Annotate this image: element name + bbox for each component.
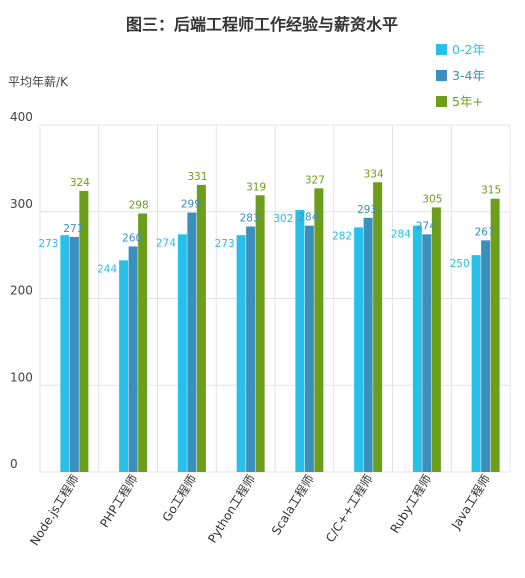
data-label: 283: [240, 212, 260, 224]
grid-lines: [39, 124, 511, 473]
bar: [128, 246, 138, 472]
bar: [354, 227, 364, 472]
data-label: 267: [475, 226, 495, 238]
bar: [373, 182, 383, 472]
bar: [138, 213, 148, 473]
data-label: 315: [481, 185, 501, 197]
y-tick-label: 400: [10, 110, 33, 124]
y-tick-labels: 0 100 200 300 400: [10, 110, 33, 471]
legend: 0-2年 3-4年 5年+: [436, 42, 485, 109]
x-tick-labels: Node.js工程师 PHP工程师 Go工程师 Python工程师 Scala工程师 C/…: [26, 472, 493, 548]
x-tick-label: Java工程师: [447, 472, 493, 533]
bar: [295, 210, 305, 472]
bar: [304, 225, 314, 472]
bar: [60, 235, 70, 472]
bar: [422, 234, 432, 472]
x-tick-label: Ruby工程师: [387, 472, 435, 536]
chart-title: 图三：后端工程师工作经验与薪资水平: [126, 15, 398, 34]
x-tick-label: Node.js工程师: [26, 472, 82, 548]
bar: [431, 207, 441, 472]
bar: [236, 235, 246, 472]
x-tick-label: PHP工程师: [96, 472, 140, 530]
data-label: 284: [391, 229, 411, 241]
x-tick-label: C/C++工程师: [322, 472, 375, 545]
data-label: 273: [215, 238, 235, 250]
data-labels: 273 271 324 244 260 298 274 299 331 273 283 319 302 2…: [38, 168, 501, 275]
bar: [363, 217, 373, 472]
bar: [481, 240, 491, 472]
data-label: 284: [298, 212, 318, 224]
data-label: 271: [63, 223, 83, 235]
bar: [177, 234, 187, 472]
y-tick-label: 200: [10, 284, 33, 298]
x-tick-label: Python工程师: [204, 472, 258, 546]
data-label: 324: [70, 177, 90, 189]
legend-label: 5年+: [452, 94, 483, 109]
bar: [187, 212, 197, 472]
data-label: 273: [38, 238, 58, 250]
bar: [196, 184, 206, 473]
data-label: 274: [416, 220, 436, 232]
legend-swatch: [436, 70, 447, 81]
data-label: 302: [273, 213, 293, 225]
bar: [471, 255, 481, 472]
x-tick-label: Scala工程师: [268, 472, 317, 538]
data-label: 331: [187, 171, 207, 183]
data-label: 250: [450, 258, 470, 270]
data-label: 327: [305, 174, 325, 186]
data-label: 298: [129, 199, 149, 211]
data-label: 305: [422, 193, 442, 205]
bar: [119, 260, 129, 472]
bar: [255, 195, 265, 472]
data-label: 282: [332, 230, 352, 242]
legend-label: 0-2年: [452, 42, 485, 57]
y-tick-label: 300: [10, 197, 33, 211]
x-tick-label: Go工程师: [159, 472, 200, 525]
data-label: 260: [122, 232, 142, 244]
bar: [412, 225, 422, 472]
bar: [490, 198, 500, 473]
data-label: 299: [181, 199, 201, 211]
bars: [60, 182, 500, 473]
legend-swatch: [436, 96, 447, 107]
y-tick-label: 100: [10, 370, 33, 384]
bar: [314, 188, 324, 472]
y-axis-label: 平均年薪/K: [8, 75, 69, 89]
bar: [69, 236, 79, 472]
data-label: 244: [97, 263, 117, 275]
y-tick-label: 0: [10, 457, 18, 471]
legend-label: 3-4年: [452, 68, 485, 83]
bar: [79, 190, 89, 472]
data-label: 334: [364, 168, 384, 180]
bar: [246, 226, 256, 472]
data-label: 319: [246, 181, 266, 193]
legend-swatch: [436, 44, 447, 55]
data-label: 274: [156, 237, 176, 249]
data-label: 293: [357, 204, 377, 216]
